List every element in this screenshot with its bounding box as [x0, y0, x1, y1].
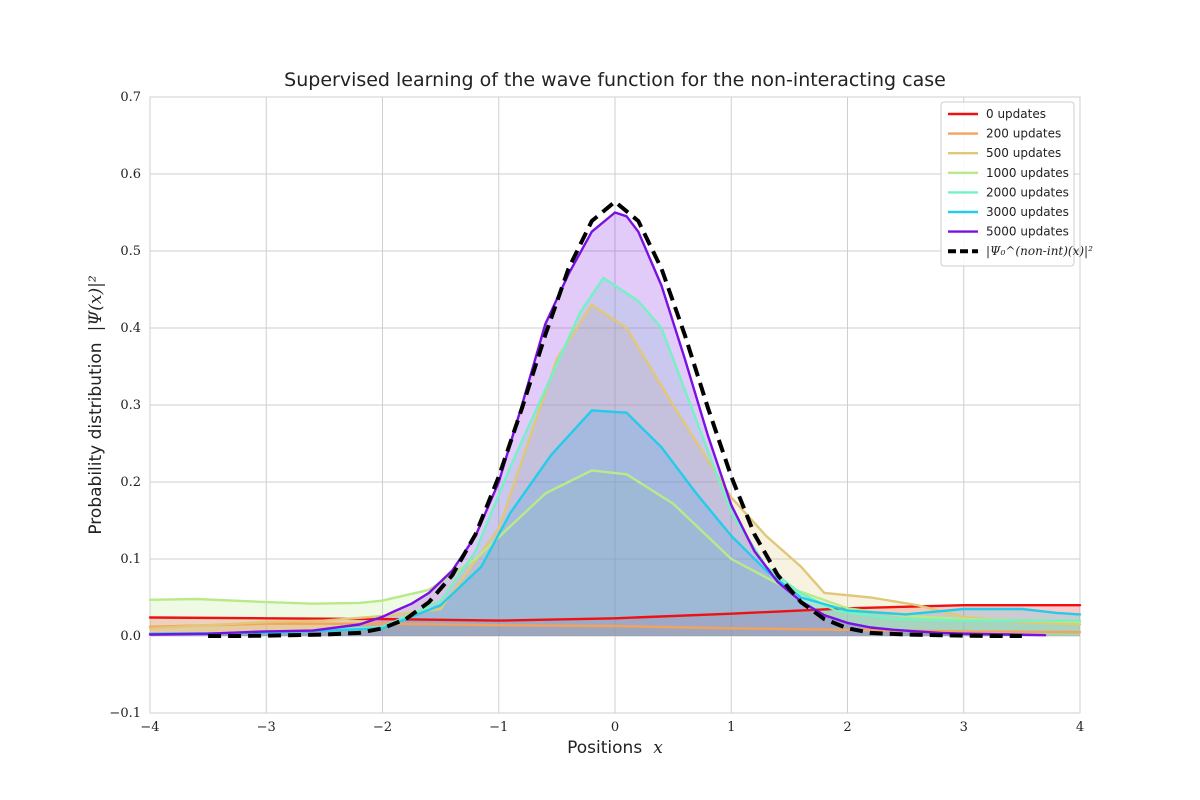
legend-label: |Ψ₀^(non-int)(x)|²: [986, 244, 1093, 258]
series-lines: [148, 199, 1082, 638]
series-line-3000-updates: [148, 409, 1082, 635]
y-tick-label: 0.4: [120, 321, 141, 336]
x-axis-title: Positions x: [567, 738, 663, 758]
x-tick-label: −4: [140, 720, 159, 735]
y-tick-label: 0.1: [120, 552, 141, 567]
series-line-5000-updates: [148, 211, 1047, 637]
y-tick-label: 0.7: [120, 90, 141, 105]
y-tick-label: 0.5: [120, 244, 141, 259]
legend-label: 500 updates: [986, 146, 1061, 160]
legend-label: 5000 updates: [986, 225, 1069, 239]
x-axis-symbol: x: [653, 738, 663, 758]
series-fill-5000-updates: [150, 212, 1046, 636]
x-tick-label: −1: [489, 720, 508, 735]
series-fill-1000-updates: [150, 470, 1080, 636]
legend-label: 200 updates: [986, 127, 1061, 141]
x-tick-label: 2: [843, 720, 851, 735]
y-tick-label: 0.3: [120, 398, 141, 413]
series-fill-3000-updates: [150, 410, 1080, 636]
x-tick-label: −3: [257, 720, 276, 735]
plot-frame: [149, 96, 1081, 714]
legend-label: 2000 updates: [986, 185, 1069, 199]
y-tick-label: −0.1: [109, 706, 141, 721]
x-tick-label: 1: [727, 720, 735, 735]
tick-labels: −4 −3 −2 −1 0 1 2 3 4 −0.1 0.0 0.1 0.2 0.3 0.4 0.5 0.6 0.…: [109, 90, 1084, 735]
series-line-1000-updates: [148, 469, 1082, 624]
legend-label: 0 updates: [986, 107, 1046, 121]
series-fill-500-updates: [150, 304, 1080, 636]
x-tick-label: −2: [373, 720, 392, 735]
y-tick-label: 0.6: [120, 167, 141, 182]
legend: 0 updates 200 updates 500 updates 1000 upda…: [940, 101, 1093, 267]
legend-box: [940, 101, 1075, 267]
legend-label: 3000 updates: [986, 205, 1069, 219]
x-tick-label: 3: [960, 720, 968, 735]
y-tick-label: 0.2: [120, 475, 141, 490]
y-axis-label: Probability distribution: [86, 342, 106, 534]
x-axis-label: Positions: [567, 738, 642, 758]
legend-label: 1000 updates: [986, 166, 1069, 180]
y-tick-label: 0.0: [120, 629, 141, 644]
series-fill-2000-updates: [150, 277, 1080, 636]
chart-title: Supervised learning of the wave function…: [284, 69, 946, 91]
x-tick-label: 0: [611, 720, 619, 735]
x-tick-label: 4: [1076, 720, 1084, 735]
y-axis-title: Probability distribution |Ψ(x)|²: [86, 275, 106, 534]
y-axis-symbol: |Ψ(x)|²: [86, 275, 106, 331]
series-line-2000-updates: [148, 276, 1082, 635]
